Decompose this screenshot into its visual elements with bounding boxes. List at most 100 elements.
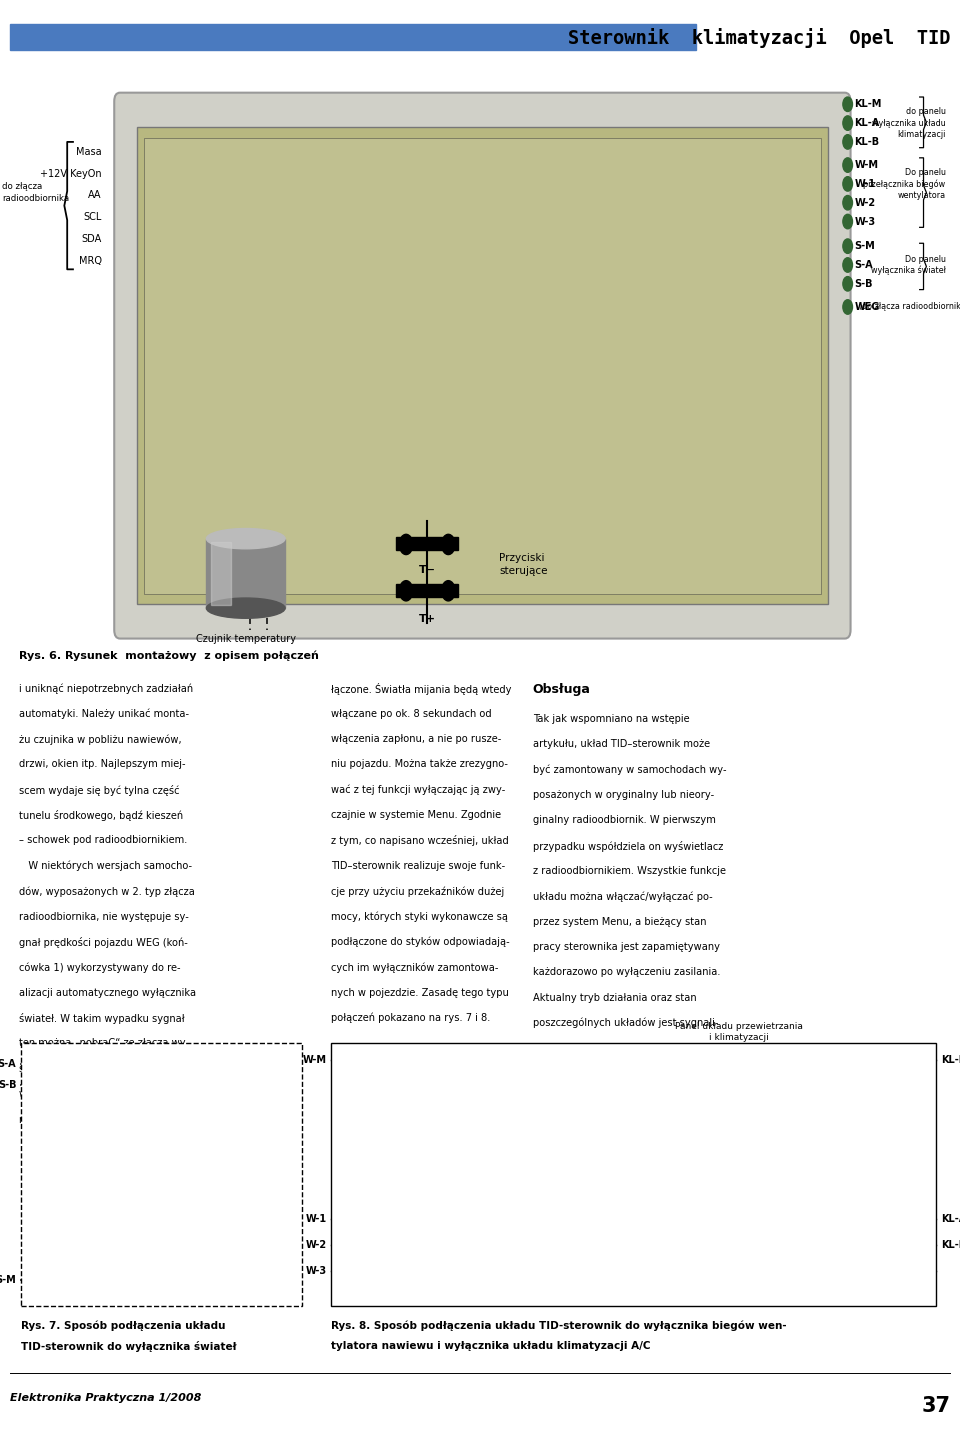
Text: W-3: W-3 <box>854 217 876 226</box>
Text: Do panelu
przełącznika biegów
wentylatora: Do panelu przełącznika biegów wentylator… <box>863 168 946 200</box>
Text: gnał prędkości pojazdu WEG (koń-: gnał prędkości pojazdu WEG (koń- <box>19 937 188 948</box>
Text: SDA: SDA <box>82 235 102 243</box>
Text: S-A: S-A <box>854 261 873 269</box>
Text: MRQ: MRQ <box>79 256 102 265</box>
Text: każdorazowo po wyłączeniu zasilania.: każdorazowo po wyłączeniu zasilania. <box>533 967 720 977</box>
Text: Rys. 8. Sposób podłączenia układu TID-sterownik do wyłącznika biegów wen-: Rys. 8. Sposób podłączenia układu TID-st… <box>331 1321 787 1331</box>
Text: WEG: WEG <box>854 303 879 311</box>
Text: połączeń pokazano na rys. 7 i 8.: połączeń pokazano na rys. 7 i 8. <box>331 1014 491 1024</box>
Circle shape <box>843 158 852 172</box>
Text: wyprowadzenie układu TID–sterow-: wyprowadzenie układu TID–sterow- <box>19 1089 194 1099</box>
Text: KL-B: KL-B <box>854 138 879 146</box>
Text: S-M: S-M <box>854 242 876 251</box>
Text: 1: 1 <box>101 1108 107 1116</box>
Text: czajnie w systemie Menu. Zgodnie: czajnie w systemie Menu. Zgodnie <box>331 811 501 820</box>
Text: alizacji automatycznego wyłącznika: alizacji automatycznego wyłącznika <box>19 988 197 998</box>
Text: pracy sterownika jest zapamiętywany: pracy sterownika jest zapamiętywany <box>533 943 720 951</box>
Text: nych w pojezdzie. Zasadę tego typu: nych w pojezdzie. Zasadę tego typu <box>331 988 509 998</box>
Text: tylatora nawiewu i wyłącznika układu klimatyzacji A/C: tylatora nawiewu i wyłącznika układu kli… <box>331 1341 651 1351</box>
Bar <box>211 542 230 605</box>
Text: Przyciski
sterujące: Przyciski sterujące <box>499 553 548 576</box>
Text: włączenia zapłonu, a nie po rusze-: włączenia zapłonu, a nie po rusze- <box>331 734 501 744</box>
Circle shape <box>843 239 852 253</box>
Text: świetlacza TID/MID lub też zostawić: świetlacza TID/MID lub też zostawić <box>19 1063 195 1073</box>
Text: 1: 1 <box>458 1079 464 1087</box>
Bar <box>396 537 458 550</box>
Text: S-A: S-A <box>0 1060 16 1069</box>
Text: mocy, których styki wykonawcze są: mocy, których styki wykonawcze są <box>331 912 508 922</box>
Text: (do złącza radioodbiornika): (do złącza radioodbiornika) <box>859 303 960 311</box>
Text: W-M: W-M <box>302 1056 326 1064</box>
Bar <box>21 1043 302 1306</box>
Text: – schowek pod radioodbiornikiem.: – schowek pod radioodbiornikiem. <box>19 835 187 846</box>
Circle shape <box>843 214 852 229</box>
Text: Do panelu
wyłącznika świateł: Do panelu wyłącznika świateł <box>871 255 946 275</box>
Text: z tym, co napisano wcześniej, układ: z tym, co napisano wcześniej, układ <box>331 835 509 847</box>
Text: T−: T− <box>419 565 436 575</box>
Circle shape <box>843 116 852 130</box>
Bar <box>396 584 458 597</box>
Text: nik oznaczone skrótem WEG niepod-: nik oznaczone skrótem WEG niepod- <box>19 1115 200 1125</box>
Text: przypadku współdziela on wyświetlacz: przypadku współdziela on wyświetlacz <box>533 840 723 851</box>
Text: AA: AA <box>88 191 102 200</box>
Circle shape <box>843 195 852 210</box>
Text: 37: 37 <box>922 1396 950 1416</box>
Circle shape <box>442 581 455 601</box>
Text: +12V KeyOn: +12V KeyOn <box>40 169 102 178</box>
Text: łączone. Światła mijania będą wtedy: łączone. Światła mijania będą wtedy <box>331 683 512 695</box>
Text: S-B: S-B <box>854 279 873 288</box>
Text: TID-sterownik do wyłącznika świateł: TID-sterownik do wyłącznika świateł <box>21 1341 236 1352</box>
Text: Panel układu przewietrzania
i klimatyzacji: Panel układu przewietrzania i klimatyzac… <box>675 1022 804 1043</box>
Text: S-B: S-B <box>0 1080 16 1089</box>
Text: 2: 2 <box>429 1079 435 1087</box>
Text: przez system Menu, a bieżący stan: przez system Menu, a bieżący stan <box>533 917 707 927</box>
Text: poszczególnych układów jest sygnali-: poszczególnych układów jest sygnali- <box>533 1018 718 1028</box>
Text: Elektronika Praktyczna 1/2008: Elektronika Praktyczna 1/2008 <box>10 1393 201 1403</box>
Text: Rys. 7. Sposób podłączenia układu: Rys. 7. Sposób podłączenia układu <box>21 1321 226 1331</box>
Circle shape <box>843 300 852 314</box>
Text: 0: 0 <box>765 1079 771 1087</box>
Text: cówka 1) wykorzystywany do re-: cówka 1) wykorzystywany do re- <box>19 961 180 973</box>
Text: być zamontowany w samochodach wy-: być zamontowany w samochodach wy- <box>533 765 727 775</box>
Text: automatyki. Należy unikać monta-: automatyki. Należy unikać monta- <box>19 708 189 720</box>
Text: ten można „pobraC“ ze złącza wy-: ten można „pobraC“ ze złącza wy- <box>19 1038 189 1048</box>
Text: 4: 4 <box>372 1079 377 1087</box>
Ellipse shape <box>206 529 285 549</box>
Text: i uniknąć niepotrzebnych zadziałań: i uniknąć niepotrzebnych zadziałań <box>19 683 193 694</box>
Text: włączane po ok. 8 sekundach od: włączane po ok. 8 sekundach od <box>331 708 492 718</box>
Text: 0: 0 <box>128 1108 133 1116</box>
Text: W-M: W-M <box>854 161 878 169</box>
Text: T+: T+ <box>419 614 436 624</box>
Text: 1: 1 <box>727 1079 732 1087</box>
Text: wać z tej funkcji wyłączając ją zwy-: wać z tej funkcji wyłączając ją zwy- <box>331 785 506 795</box>
Text: Sterownik  klimatyzacji  Opel  TID: Sterownik klimatyzacji Opel TID <box>568 28 950 48</box>
Text: W-2: W-2 <box>854 198 876 207</box>
Text: artykułu, układ TID–sterownik może: artykułu, układ TID–sterownik może <box>533 740 710 749</box>
Text: W-1: W-1 <box>305 1215 326 1224</box>
Bar <box>10 23 696 49</box>
Text: żu czujnika w pobliżu nawiewów,: żu czujnika w pobliżu nawiewów, <box>19 734 181 744</box>
Circle shape <box>843 258 852 272</box>
Text: SCL: SCL <box>84 213 102 222</box>
Text: KL-A: KL-A <box>941 1215 960 1224</box>
Bar <box>331 1043 936 1306</box>
Text: Czujnik temperatury: Czujnik temperatury <box>196 634 296 644</box>
Circle shape <box>399 534 413 555</box>
Circle shape <box>843 277 852 291</box>
Text: KL-M: KL-M <box>941 1056 960 1064</box>
Text: KL-M: KL-M <box>854 100 882 109</box>
Text: dów, wyposażonych w 2. typ złącza: dów, wyposażonych w 2. typ złącza <box>19 886 195 896</box>
Text: cych im wyłączników zamontowa-: cych im wyłączników zamontowa- <box>331 961 498 973</box>
Text: układu można włączać/wyłączać po-: układu można włączać/wyłączać po- <box>533 892 712 902</box>
Text: do panelu
wyłącznika układu
klimatyzacji: do panelu wyłącznika układu klimatyzacji <box>872 107 946 139</box>
Text: W niektórych wersjach samocho-: W niektórych wersjach samocho- <box>19 860 192 872</box>
Circle shape <box>442 534 455 555</box>
Text: Tak jak wspomniano na wstępie: Tak jak wspomniano na wstępie <box>533 714 689 724</box>
Text: 3: 3 <box>400 1079 406 1087</box>
Text: Aktualny tryb działania oraz stan: Aktualny tryb działania oraz stan <box>533 993 696 1002</box>
Text: ginalny radioodbiornik. W pierwszym: ginalny radioodbiornik. W pierwszym <box>533 815 715 825</box>
Text: KL-B: KL-B <box>941 1241 960 1250</box>
Text: do złącza
radioodbiornika: do złącza radioodbiornika <box>2 182 69 203</box>
Text: Masa: Masa <box>76 148 102 156</box>
Bar <box>144 138 821 594</box>
